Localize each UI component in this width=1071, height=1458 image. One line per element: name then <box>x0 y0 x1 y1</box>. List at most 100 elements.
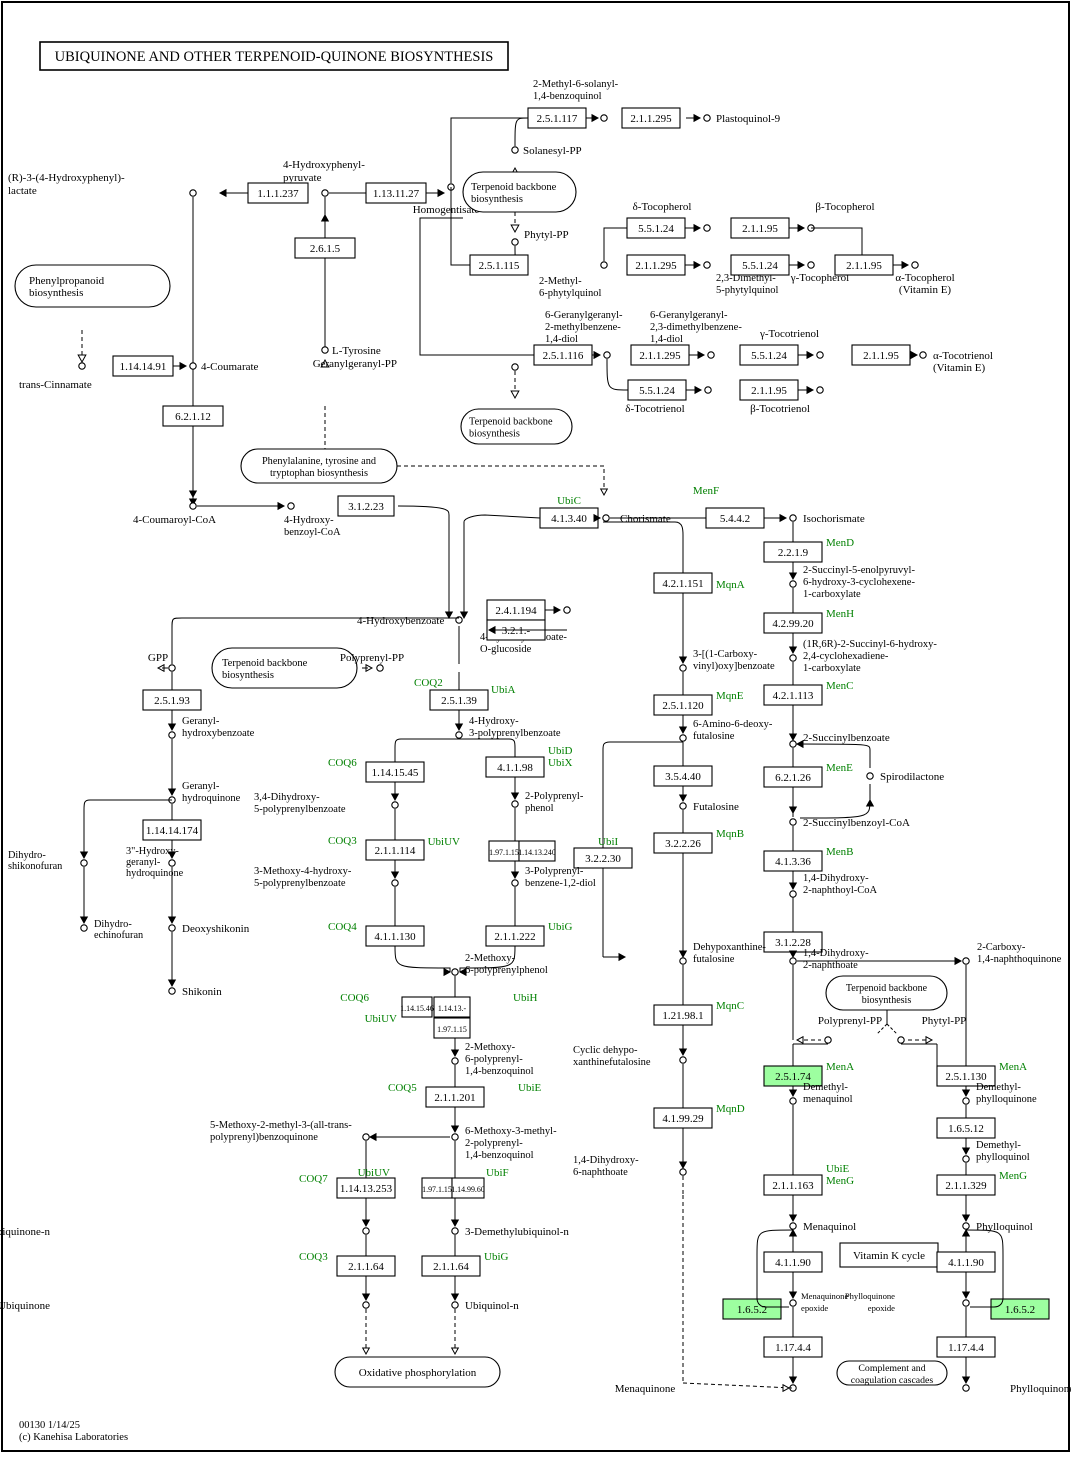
svg-text:Terpenoid backbone: Terpenoid backbone <box>222 658 308 669</box>
svg-text:3.5.4.40: 3.5.4.40 <box>665 771 701 783</box>
svg-text:6-polyprenylphenol: 6-polyprenylphenol <box>465 965 548 976</box>
svg-text:3-Demethylubiquinone-n: 3-Demethylubiquinone-n <box>0 1226 50 1238</box>
svg-text:COQ6: COQ6 <box>340 992 369 1004</box>
svg-text:2.1.1.201: 2.1.1.201 <box>434 1092 475 1104</box>
svg-text:6-Geranylgeranyl-: 6-Geranylgeranyl- <box>545 310 623 321</box>
svg-text:5-polyprenylbenzoate: 5-polyprenylbenzoate <box>254 878 346 889</box>
svg-text:1.6.5.12: 1.6.5.12 <box>948 1123 984 1135</box>
svg-text:1.14.99.60: 1.14.99.60 <box>451 1185 485 1194</box>
svg-text:MqnD: MqnD <box>716 1103 745 1115</box>
svg-text:4.1.1.90: 4.1.1.90 <box>775 1257 811 1269</box>
svg-text:1.97.1.15: 1.97.1.15 <box>422 1185 452 1194</box>
svg-text:hydroxybenzoate: hydroxybenzoate <box>182 728 255 739</box>
svg-text:2-polyprenyl-: 2-polyprenyl- <box>465 1138 523 1149</box>
svg-text:UbiUV: UbiUV <box>358 1167 390 1179</box>
svg-text:UbiD: UbiD <box>548 745 573 757</box>
svg-text:2.1.1.95: 2.1.1.95 <box>751 385 787 397</box>
svg-text:Geranylgeranyl-PP: Geranylgeranyl-PP <box>313 358 397 370</box>
svg-text:2.5.1.120: 2.5.1.120 <box>662 700 704 712</box>
svg-text:6-Geranylgeranyl-: 6-Geranylgeranyl- <box>650 310 728 321</box>
svg-text:2.1.1.295: 2.1.1.295 <box>639 350 681 362</box>
svg-text:MenG: MenG <box>999 1170 1027 1182</box>
svg-text:1,4-benzoquinol: 1,4-benzoquinol <box>533 91 602 102</box>
svg-text:Phylloquinone: Phylloquinone <box>1010 1383 1071 1395</box>
svg-text:2.1.1.95: 2.1.1.95 <box>846 260 882 272</box>
svg-text:5.5.1.24: 5.5.1.24 <box>751 350 787 362</box>
svg-text:2-Methyl-6-solanyl-: 2-Methyl-6-solanyl- <box>533 79 619 90</box>
svg-text:benzoyl-CoA: benzoyl-CoA <box>284 527 341 538</box>
svg-text:phenol: phenol <box>525 803 554 814</box>
svg-text:trans-Cinnamate: trans-Cinnamate <box>19 379 92 391</box>
svg-text:1.14.15.45: 1.14.15.45 <box>372 767 419 779</box>
svg-text:Geranyl-: Geranyl- <box>182 781 220 792</box>
svg-text:Isochorismate: Isochorismate <box>803 513 865 525</box>
svg-text:2.5.1.93: 2.5.1.93 <box>154 695 190 707</box>
svg-text:1-carboxylate: 1-carboxylate <box>803 589 861 600</box>
svg-text:Demethyl-: Demethyl- <box>976 1140 1021 1151</box>
svg-text:2-Succinylbenzoate: 2-Succinylbenzoate <box>803 732 890 744</box>
svg-text:4-Hydroxybenzoate: 4-Hydroxybenzoate <box>357 615 444 627</box>
svg-text:2.1.1.329: 2.1.1.329 <box>945 1180 987 1192</box>
svg-text:coagulation cascades: coagulation cascades <box>851 1375 934 1386</box>
svg-text:COQ7: COQ7 <box>299 1173 328 1185</box>
svg-text:biosynthesis: biosynthesis <box>471 194 523 205</box>
svg-text:UbiUV: UbiUV <box>365 1013 397 1025</box>
svg-text:Dehypoxanthine-: Dehypoxanthine- <box>693 942 766 953</box>
svg-text:Plastoquinol-9: Plastoquinol-9 <box>716 113 781 125</box>
svg-text:1.14.13.240: 1.14.13.240 <box>518 848 556 857</box>
svg-text:1,4-diol: 1,4-diol <box>650 334 683 345</box>
svg-text:1,4-diol: 1,4-diol <box>545 334 578 345</box>
svg-text:Polyprenyl-PP: Polyprenyl-PP <box>340 652 404 664</box>
svg-text:1.6.5.2: 1.6.5.2 <box>1005 1304 1035 1316</box>
svg-text:1.17.4.4: 1.17.4.4 <box>948 1342 984 1354</box>
svg-text:epoxide: epoxide <box>868 1303 895 1313</box>
svg-text:6-Methoxy-3-methyl-: 6-Methoxy-3-methyl- <box>465 1126 557 1137</box>
svg-text:2.1.1.295: 2.1.1.295 <box>630 113 672 125</box>
svg-text:2.1.1.114: 2.1.1.114 <box>375 845 416 857</box>
svg-text:UbiUV: UbiUV <box>428 836 460 848</box>
svg-text:Phenylpropanoid: Phenylpropanoid <box>29 275 105 287</box>
svg-text:2.1.1.295: 2.1.1.295 <box>635 260 677 272</box>
svg-text:Spirodilactone: Spirodilactone <box>880 771 944 783</box>
svg-text:2,3-dimethylbenzene-: 2,3-dimethylbenzene- <box>650 322 742 333</box>
svg-text:2.1.1.95: 2.1.1.95 <box>863 350 899 362</box>
svg-text:1,4-benzoquinol: 1,4-benzoquinol <box>465 1066 534 1077</box>
svg-text:1.1.1.237: 1.1.1.237 <box>257 188 299 200</box>
svg-text:pyruvate: pyruvate <box>283 172 322 184</box>
svg-text:Dihydro-: Dihydro- <box>94 919 132 930</box>
svg-text:3-polyprenylbenzoate: 3-polyprenylbenzoate <box>469 728 561 739</box>
svg-text:UbiA: UbiA <box>491 684 516 696</box>
svg-text:4.1.1.90: 4.1.1.90 <box>948 1257 984 1269</box>
svg-text:COQ3: COQ3 <box>299 1251 328 1263</box>
svg-text:2.1.1.95: 2.1.1.95 <box>742 223 778 235</box>
svg-text:4-Coumarate: 4-Coumarate <box>201 361 259 373</box>
svg-text:COQ2: COQ2 <box>414 677 443 689</box>
svg-text:α-Tocopherol: α-Tocopherol <box>895 272 954 284</box>
svg-text:polyprenyl)benzoquinone: polyprenyl)benzoquinone <box>210 1132 318 1143</box>
svg-text:1.14.13.-: 1.14.13.- <box>438 1004 467 1013</box>
svg-text:2-Methoxy-: 2-Methoxy- <box>465 953 516 964</box>
svg-text:(c) Kanehisa Laboratories: (c) Kanehisa Laboratories <box>19 1432 128 1443</box>
svg-text:2,4-cyclohexadiene-: 2,4-cyclohexadiene- <box>803 651 889 662</box>
svg-text:5-polyprenylbenzoate: 5-polyprenylbenzoate <box>254 804 346 815</box>
svg-text:Vitamin K cycle: Vitamin K cycle <box>853 1250 925 1262</box>
svg-text:MenA: MenA <box>826 1061 854 1073</box>
svg-text:Demethyl-: Demethyl- <box>803 1082 848 1093</box>
svg-text:Demethyl-: Demethyl- <box>976 1082 1021 1093</box>
svg-text:3-Polyprenyl-: 3-Polyprenyl- <box>525 866 584 877</box>
svg-text:2.5.1.117: 2.5.1.117 <box>537 113 578 125</box>
svg-text:MenA: MenA <box>999 1061 1027 1073</box>
svg-text:4.1.1.98: 4.1.1.98 <box>497 762 533 774</box>
svg-text:1.17.4.4: 1.17.4.4 <box>775 1342 811 1354</box>
svg-text:UbiG: UbiG <box>548 921 573 933</box>
svg-text:4-Coumaroyl-CoA: 4-Coumaroyl-CoA <box>133 514 216 526</box>
svg-text:4-Hydroxyphenyl-: 4-Hydroxyphenyl- <box>283 159 365 171</box>
svg-text:Ubiquinol-n: Ubiquinol-n <box>465 1300 519 1312</box>
svg-text:5-phytylquinol: 5-phytylquinol <box>716 285 778 296</box>
svg-text:COQ3: COQ3 <box>328 835 357 847</box>
svg-text:UbiE: UbiE <box>518 1082 542 1094</box>
svg-text:1.21.98.1: 1.21.98.1 <box>662 1010 703 1022</box>
svg-text:Polyprenyl-PP: Polyprenyl-PP <box>818 1015 882 1027</box>
svg-text:2-Polyprenyl-: 2-Polyprenyl- <box>525 791 584 802</box>
svg-text:2-naphthoate: 2-naphthoate <box>803 960 858 971</box>
